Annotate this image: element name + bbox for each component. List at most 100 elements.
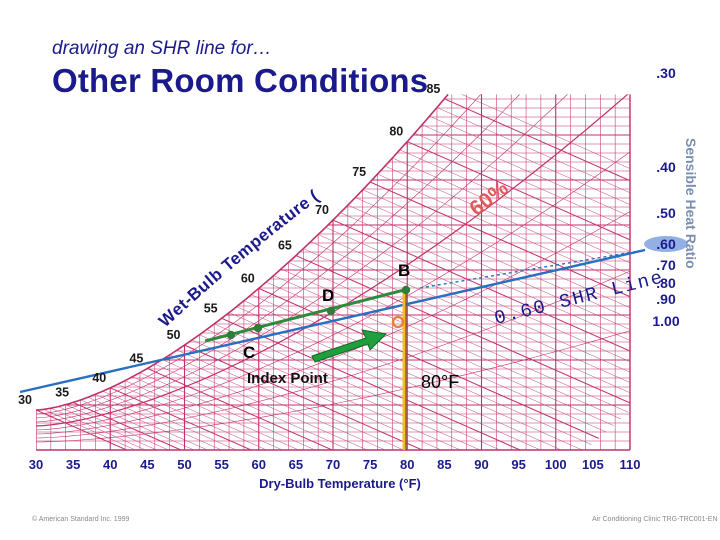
chart-labels: 30 35 40 45 50 55 60 65 70 75 80 85 90 95 100 105 110 Dry… [0, 0, 699, 491]
wet-bulb-gridline [429, 115, 630, 267]
wet-bulb-gridline [436, 107, 630, 258]
x-tick-label: 40 [103, 457, 117, 472]
footer-course: Air Conditioning Clinic TRG-TRC001-EN [592, 516, 718, 523]
condition-point [326, 306, 336, 316]
wet-bulb-gridline [318, 234, 630, 385]
room-shr-line [204, 287, 409, 343]
shr-scale-title: Sensible Heat Ratio [683, 138, 699, 269]
wet-bulb-label: 85 [426, 82, 440, 96]
shr-scale-label: 1.00 [652, 313, 679, 329]
wet-bulb-label: 70 [315, 203, 329, 217]
shr-scale-label: .70 [656, 257, 676, 273]
wet-bulb-gridline [117, 384, 458, 451]
shr-scale-label: .50 [656, 205, 676, 221]
grid-lines [36, 94, 630, 451]
wet-bulb-gridline [377, 173, 630, 325]
shr-scale-label: .80 [656, 275, 676, 291]
direction-arrow [311, 329, 388, 363]
wet-bulb-label: 30 [18, 393, 32, 407]
wet-bulb-gridline [80, 399, 421, 451]
wet-bulb-gridline [303, 248, 630, 399]
wet-bulb-gridline [347, 204, 630, 356]
x-tick-label: 65 [289, 457, 303, 472]
wet-bulb-gridline [451, 94, 630, 241]
wet-bulb-gridline [340, 212, 630, 363]
wet-bulb-gridline [154, 363, 495, 451]
wet-bulb-gridline [58, 406, 399, 451]
slide-title: Other Room Conditions [52, 62, 429, 99]
index-point-marker [391, 315, 405, 329]
wet-bulb-gridline [384, 165, 630, 317]
relative-humidity-curve [36, 94, 630, 419]
wet-bulb-gridline [162, 359, 503, 451]
point-c-label: C [243, 343, 255, 362]
wet-bulb-gridline [325, 227, 630, 378]
x-tick-label: 85 [437, 457, 451, 472]
x-tick-label: 105 [582, 457, 604, 472]
wet-bulb-gridline [273, 275, 614, 426]
wet-bulb-gridline [147, 368, 488, 451]
wet-bulb-gridline [184, 344, 525, 451]
wet-bulb-gridline [169, 354, 510, 451]
wet-bulb-gridline [444, 98, 630, 250]
wet-bulb-gridline [414, 132, 630, 284]
wet-bulb-label: 55 [204, 301, 218, 315]
chart-grid [36, 94, 630, 451]
x-tick-label: 110 [620, 457, 641, 472]
wet-bulb-gridline [176, 349, 518, 451]
wet-bulb-gridline [95, 394, 436, 451]
x-tick-label: 80 [400, 457, 414, 472]
x-tick-label: 35 [66, 457, 80, 472]
footer-copyright: © American Standard Inc. 1999 [32, 516, 130, 523]
condition-point [253, 323, 263, 333]
x-tick-label: 60 [252, 457, 266, 472]
x-tick-label: 55 [214, 457, 228, 472]
relative-humidity-curve [36, 94, 630, 423]
shr-reference-line [19, 248, 646, 394]
wet-bulb-gridline [407, 141, 630, 293]
shr-selected-highlight [644, 236, 688, 252]
wet-bulb-gridline [266, 281, 607, 433]
room-temp-label: 80°F [421, 372, 459, 392]
wet-bulb-gridline [399, 149, 630, 301]
wet-bulb-gridline [206, 329, 547, 451]
rh-60-label: 60% [465, 176, 513, 220]
wet-bulb-gridline [125, 380, 466, 451]
wet-bulb-gridline [422, 124, 630, 275]
wet-bulb-gridline [251, 294, 592, 445]
chart-marks [19, 248, 646, 450]
wet-bulb-gridline [369, 181, 630, 333]
wet-bulb-gridline [139, 372, 481, 451]
shr-extension-line [419, 249, 646, 289]
shr-scale-label: .60 [656, 236, 676, 252]
x-tick-label: 75 [363, 457, 377, 472]
wet-bulb-gridline [87, 397, 429, 451]
wet-bulb-axis-label: Wet-Bulb Temperature (°F) [0, 0, 323, 331]
shr-scale-label: .90 [656, 291, 676, 307]
relative-humidity-curve [36, 94, 630, 415]
wet-bulb-gridline [132, 376, 473, 451]
x-tick-label: 45 [140, 457, 154, 472]
wet-bulb-label: 35 [55, 385, 69, 399]
wet-bulb-label: 40 [92, 371, 106, 385]
wet-bulb-gridline [191, 339, 533, 451]
x-tick-label: 95 [511, 457, 525, 472]
wet-bulb-gridline [43, 409, 384, 451]
x-tick-label: 50 [177, 457, 191, 472]
x-tick-label: 70 [326, 457, 340, 472]
relative-humidity-curve [36, 270, 630, 439]
wet-bulb-gridline [228, 312, 570, 451]
saturation-line [35, 93, 449, 411]
wet-bulb-gridline [288, 262, 629, 413]
condition-point [226, 330, 236, 340]
wet-bulb-gridline [332, 219, 630, 371]
wet-bulb-gridline [280, 268, 622, 420]
wet-bulb-label: 65 [278, 239, 292, 253]
wet-bulb-label: 80 [389, 125, 403, 139]
x-tick-label: 100 [545, 457, 567, 472]
x-tick-label: 30 [29, 457, 43, 472]
x-tick-label: 90 [474, 457, 488, 472]
wet-bulb-gridline [295, 255, 630, 407]
saturation-curve [35, 93, 631, 451]
x-axis-label: Dry-Bulb Temperature (°F) [259, 476, 421, 491]
